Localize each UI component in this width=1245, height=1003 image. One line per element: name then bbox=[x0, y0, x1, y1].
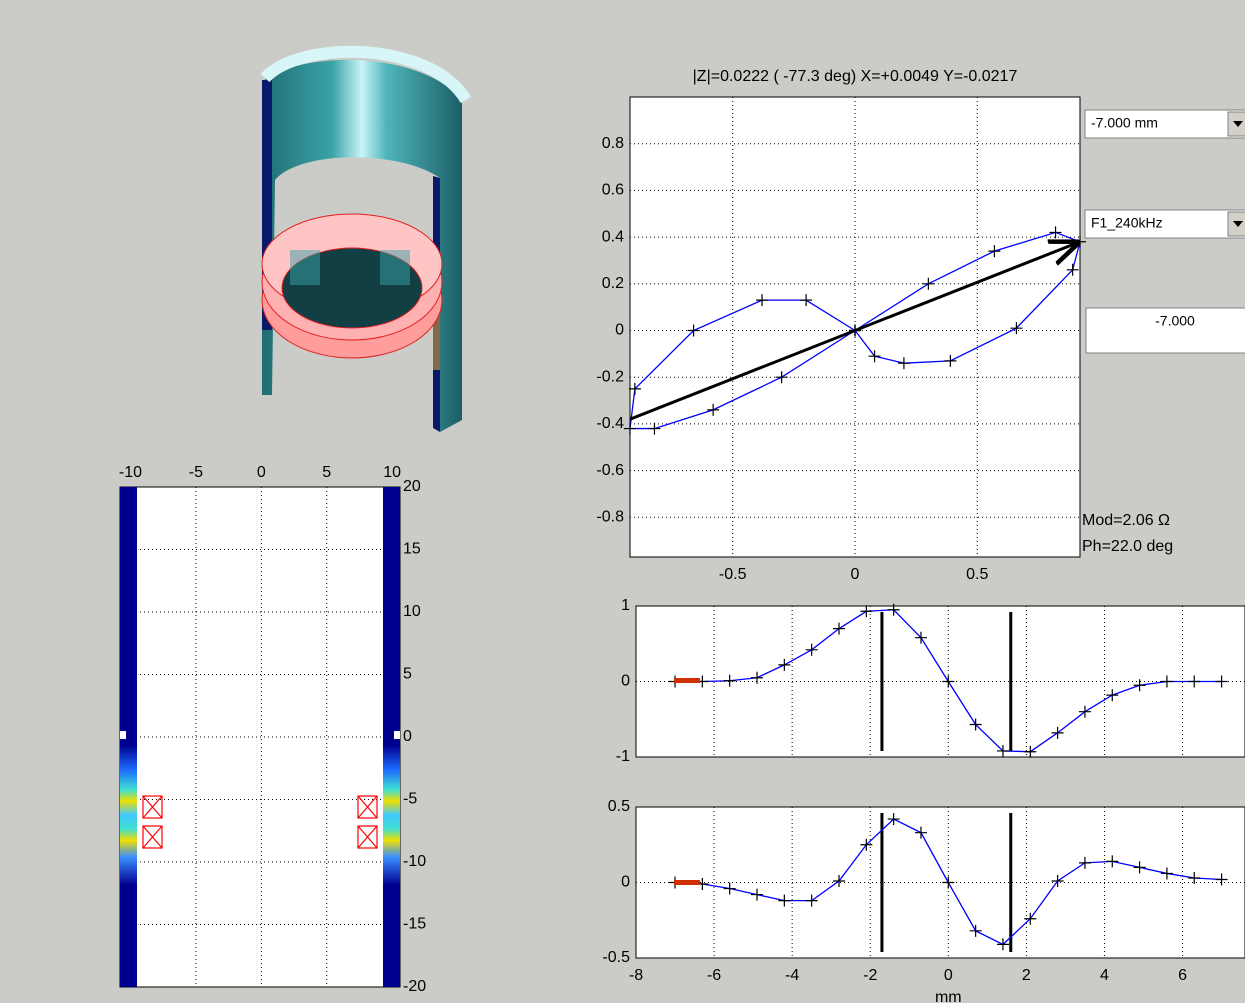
x-tick-label: -10 bbox=[119, 464, 142, 481]
y-tick-label: 5 bbox=[403, 666, 412, 683]
y-tick-label: -1 bbox=[616, 748, 630, 765]
defect bbox=[394, 731, 400, 739]
y-tick-label: 15 bbox=[403, 541, 421, 558]
x-tick-label: -6 bbox=[707, 967, 721, 984]
x-tick-label: 0 bbox=[257, 464, 266, 481]
y-tick-label: -0.5 bbox=[602, 949, 630, 966]
tube-render bbox=[262, 52, 466, 432]
position-dropdown[interactable]: -7.000 mm bbox=[1085, 110, 1245, 138]
x-tick-label: -8 bbox=[629, 967, 643, 984]
y-tick-label: -0.2 bbox=[596, 368, 624, 385]
y-tick-label: 0 bbox=[403, 728, 412, 745]
y-tick-label: 0 bbox=[615, 322, 624, 339]
x-tick-label: -0.5 bbox=[719, 566, 747, 583]
x-tick-label: 2 bbox=[1022, 967, 1031, 984]
chart-title: |Z|=0.0222 ( -77.3 deg) X=+0.0049 Y=-0.0… bbox=[693, 68, 1018, 85]
figure-window: -0.5 0 0.5 -0.8 -0.6 -0.4 -0.2 0 0.2 0.4 0.6 0.8 |Z|… bbox=[0, 0, 1245, 1003]
field-text: -7.000 bbox=[1155, 313, 1195, 329]
axes: -8 -6 -4 -2 0 2 4 6 -0.5 0 0.5 mm bbox=[602, 798, 1245, 1003]
y-tick-label: 0 bbox=[621, 673, 630, 690]
x-tick-label: -5 bbox=[189, 464, 203, 481]
y-tick-label: 0.5 bbox=[608, 798, 630, 815]
y-tick-label: -5 bbox=[403, 791, 417, 808]
scan-indicator bbox=[674, 678, 700, 683]
page: -0.5 0 0.5 -0.8 -0.6 -0.4 -0.2 0 0.2 0.4 0.6 0.8 |Z|… bbox=[0, 0, 1245, 1003]
position-field[interactable]: -7.000 bbox=[1086, 308, 1245, 353]
y-tick-label: 10 bbox=[403, 603, 421, 620]
y-tick-label: 0.2 bbox=[602, 275, 624, 292]
x-tick-label: 4 bbox=[1100, 967, 1109, 984]
field-map bbox=[120, 745, 137, 885]
y-tick-label: -0.4 bbox=[596, 415, 624, 432]
x-axis-label: mm bbox=[935, 989, 962, 1003]
x-tick-label: 5 bbox=[322, 464, 331, 481]
x-tick-label: 0.5 bbox=[966, 566, 988, 583]
annotation: Mod=2.06 Ω bbox=[1082, 512, 1170, 529]
y-tick-label: -0.6 bbox=[596, 462, 624, 479]
plots: -0.5 0 0.5 -0.8 -0.6 -0.4 -0.2 0 0.2 0.4 0.6 0.8 |Z|… bbox=[119, 68, 1245, 1003]
y-tick-label: -0.8 bbox=[596, 509, 624, 526]
annotation: Ph=22.0 deg bbox=[1082, 538, 1173, 555]
x-tick-label: 0 bbox=[944, 967, 953, 984]
x-tick-label: 0 bbox=[851, 566, 860, 583]
x-tick-label: 6 bbox=[1178, 967, 1187, 984]
dropdown-text: F1_240kHz bbox=[1091, 215, 1163, 231]
frequency-dropdown[interactable]: F1_240kHz bbox=[1085, 210, 1245, 238]
x-tick-label: -2 bbox=[863, 967, 877, 984]
field-map bbox=[383, 745, 400, 885]
defect bbox=[120, 731, 126, 739]
dropdown-text: -7.000 mm bbox=[1091, 115, 1158, 131]
x-tick-label: -4 bbox=[785, 967, 799, 984]
y-tick-label: -20 bbox=[403, 978, 426, 995]
y-tick-label: 0 bbox=[621, 874, 630, 891]
y-tick-label: 1 bbox=[621, 597, 630, 614]
y-tick-label: 0.6 bbox=[602, 182, 624, 199]
scan-indicator bbox=[674, 880, 700, 885]
y-tick-label: 20 bbox=[403, 478, 421, 495]
y-tick-label: -10 bbox=[403, 853, 426, 870]
y-tick-label: -15 bbox=[403, 916, 426, 933]
y-tick-label: 0.8 bbox=[602, 135, 624, 152]
axes: -1 0 1 bbox=[616, 597, 1245, 765]
x-tick-label: 10 bbox=[383, 464, 401, 481]
y-tick-label: 0.4 bbox=[602, 228, 624, 245]
